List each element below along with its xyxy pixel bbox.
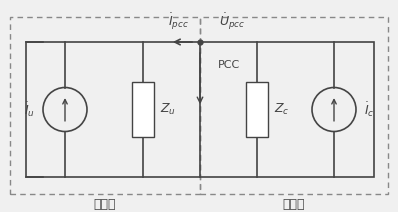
Text: $Z_c$: $Z_c$ <box>274 102 289 117</box>
Bar <box>132 82 154 137</box>
Bar <box>200 17 388 194</box>
Bar <box>10 17 200 194</box>
Text: $\dot{I}_{pcc}$: $\dot{I}_{pcc}$ <box>168 11 188 32</box>
Text: $\dot{I}_u$: $\dot{I}_u$ <box>24 100 35 119</box>
Bar <box>246 82 268 137</box>
Bar <box>26 42 374 177</box>
Text: 用户侧: 用户侧 <box>283 198 305 211</box>
Text: $\dot{U}_{pcc}$: $\dot{U}_{pcc}$ <box>219 11 245 32</box>
Text: PCC: PCC <box>218 60 240 70</box>
Text: 系统侧: 系统侧 <box>94 198 116 211</box>
Text: $\dot{I}_c$: $\dot{I}_c$ <box>364 100 375 119</box>
Text: $Z_u$: $Z_u$ <box>160 102 176 117</box>
